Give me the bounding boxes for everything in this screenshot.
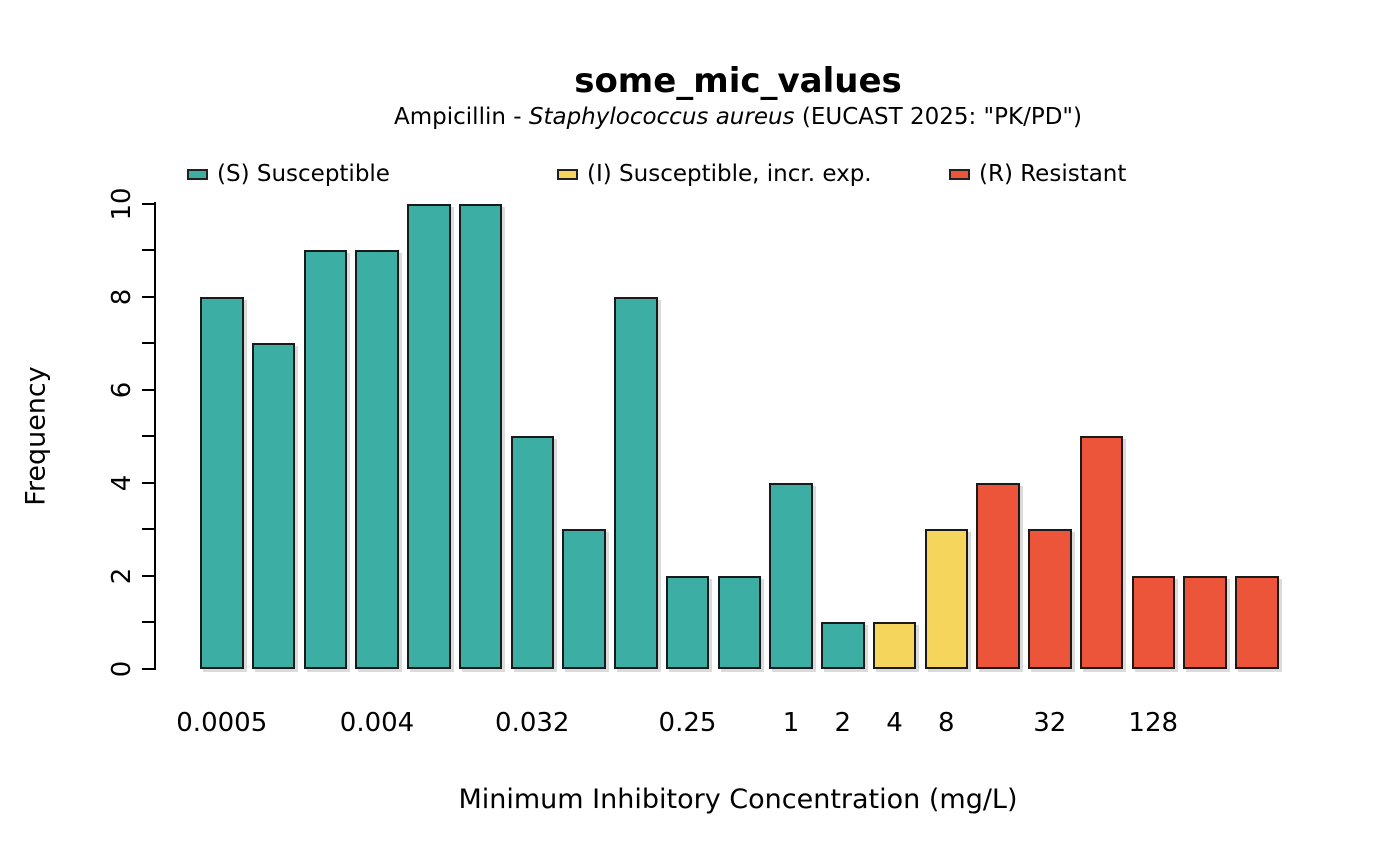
y-tick-label: 2 [107,567,137,585]
legend-item-susceptible: (S) Susceptible [187,161,390,187]
bar-mic-2 [251,343,296,669]
subtitle-guideline: (EUCAST 2025: "PK/PD") [794,104,1082,130]
y-axis-title: Frequency [20,366,52,506]
subtitle-antibiotic: Ampicillin - [394,104,529,130]
y-axis-line [154,202,156,670]
x-tick-label: 0.004 [339,708,415,738]
x-tick-label: 32 [1033,708,1067,738]
legend-item-resistant: (R) Resistant [949,161,1126,187]
y-axis-tick [142,295,154,298]
bar-128 [1131,575,1175,669]
bar-mic-3 [303,250,347,669]
bar-0.032 [510,436,554,669]
bar-32 [1028,529,1072,669]
x-tick-label: 0.25 [658,708,717,738]
bar-mic-9 [614,296,658,669]
y-axis-tick [142,574,154,577]
y-tick-label: 10 [107,186,137,221]
y-axis-tick [142,388,154,391]
legend-label-resistant: (R) Resistant [979,161,1127,187]
x-axis-title: Minimum Inhibitory Concentration (mg/L) [458,784,1018,815]
y-axis-tick [142,528,154,531]
bar-mic-16 [976,482,1020,669]
susceptible-incr-exp-color-swatch [557,168,578,180]
bar-mic-21 [1235,575,1279,669]
x-tick-label: 4 [886,708,903,738]
bar-mic-20 [1183,575,1227,669]
legend-label-susceptible: (S) Susceptible [217,161,390,187]
x-tick-label: 1 [782,708,800,738]
y-tick-label: 8 [107,288,137,305]
bar-mic-8 [562,529,606,669]
y-axis-tick [142,621,154,624]
x-tick-label: 8 [937,708,955,738]
bar-1 [769,482,813,669]
bar-mic-11 [717,575,761,669]
legend-item-susceptible-incr-exp: (I) Susceptible, incr. exp. [557,161,872,187]
bar-0.25 [665,575,710,669]
resistant-color-swatch [949,168,970,180]
chart-subtitle: Ampicillin - Staphylococcus aureus (EUCA… [38,104,1400,130]
legend-label-susceptible-incr-exp: (I) Susceptible, incr. exp. [587,161,872,187]
y-axis-tick [142,668,154,670]
y-axis-tick [142,342,154,345]
y-axis-tick [142,202,154,205]
bar-mic-6 [458,203,503,669]
bar-mic-5 [407,203,451,669]
x-tick-label: 0.0005 [176,708,268,738]
x-tick-label: 0.032 [495,708,570,738]
bar-2 [821,622,865,669]
y-tick-label: 0 [107,660,137,678]
y-axis-tick [142,435,154,438]
y-tick-label: 6 [107,381,137,398]
susceptible-color-swatch [187,168,208,180]
bar-0.004 [355,250,399,669]
chart-title: some_mic_values [574,61,902,101]
bar-4 [872,622,917,669]
y-axis-tick [142,481,154,484]
bar-8 [924,529,968,669]
x-tick-label: 128 [1128,708,1179,738]
bar-0.0005 [200,296,244,669]
x-tick-label: 2 [834,708,852,738]
subtitle-organism: Staphylococcus aureus [528,104,795,130]
y-tick-label: 4 [107,474,137,492]
bar-mic-18 [1079,436,1124,669]
y-axis-tick [142,249,154,252]
